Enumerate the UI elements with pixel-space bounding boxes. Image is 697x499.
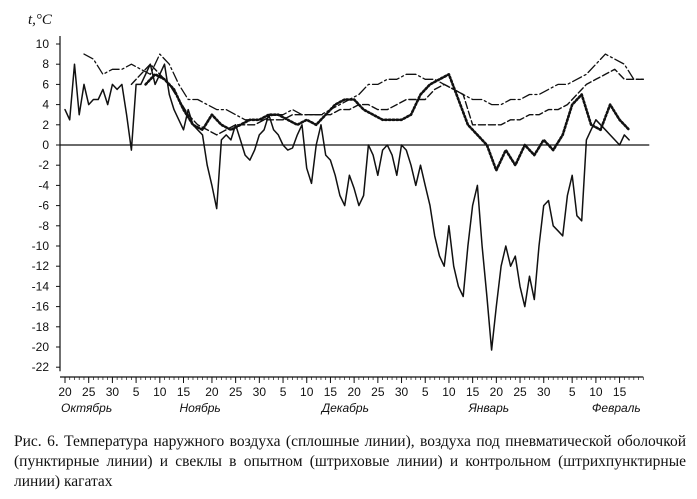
x-tick-label: 10: [300, 385, 314, 399]
month-label: Октябрь: [61, 401, 112, 415]
x-tick-label: 10: [442, 385, 456, 399]
series-line-dashed: [130, 63, 644, 136]
x-tick-label: 30: [253, 385, 267, 399]
x-tick-label: 20: [347, 385, 361, 399]
y-tick-label: -16: [32, 300, 50, 314]
x-tick-label: 10: [589, 385, 603, 399]
y-tick-label: 8: [42, 57, 49, 71]
y-tick-label: -2: [38, 158, 49, 172]
series-line-dashdot: [83, 53, 644, 121]
y-tick-label: -12: [32, 259, 50, 273]
y-tick-label: 0: [42, 138, 49, 152]
x-tick-label: 25: [513, 385, 527, 399]
series-line-dotted: [144, 73, 631, 172]
figure-caption: Рис. 6. Температура наружного воздуха (с…: [14, 433, 686, 490]
y-tick-label: 6: [42, 77, 49, 91]
x-tick-label: 15: [466, 385, 480, 399]
x-tick-label: 30: [106, 385, 120, 399]
y-tick-label: 10: [36, 37, 50, 51]
series-line-solid: [64, 63, 630, 351]
x-tick-label: 20: [490, 385, 504, 399]
x-tick-label: 5: [280, 385, 287, 399]
y-axis-label: t,°C: [28, 12, 53, 28]
x-tick-label: 20: [58, 385, 72, 399]
month-label: Февраль: [592, 401, 641, 415]
x-tick-label: 15: [613, 385, 627, 399]
x-tick-label: 15: [177, 385, 191, 399]
month-label: Декабрь: [320, 401, 369, 415]
month-label: Ноябрь: [180, 401, 221, 415]
y-tick-label: -6: [38, 199, 49, 213]
x-tick-label: 5: [133, 385, 140, 399]
y-tick-label: 2: [42, 118, 49, 132]
x-tick-label: 25: [229, 385, 243, 399]
y-tick-label: -10: [32, 239, 50, 253]
y-tick-label: -22: [32, 360, 50, 374]
y-tick-label: -4: [38, 178, 49, 192]
y-tick-label: 4: [42, 98, 49, 112]
x-tick-label: 15: [324, 385, 338, 399]
y-tick-label: -8: [38, 219, 49, 233]
x-tick-label: 25: [371, 385, 385, 399]
x-tick-label: 30: [395, 385, 409, 399]
x-tick-label: 25: [82, 385, 96, 399]
y-tick-label: -18: [32, 320, 50, 334]
x-tick-label: 5: [422, 385, 429, 399]
month-label: Январь: [468, 401, 509, 415]
y-tick-label: -20: [32, 340, 50, 354]
x-tick-label: 5: [569, 385, 576, 399]
y-tick-label: -14: [32, 279, 50, 293]
x-tick-label: 30: [537, 385, 551, 399]
x-tick-label: 10: [153, 385, 167, 399]
x-tick-label: 20: [205, 385, 219, 399]
